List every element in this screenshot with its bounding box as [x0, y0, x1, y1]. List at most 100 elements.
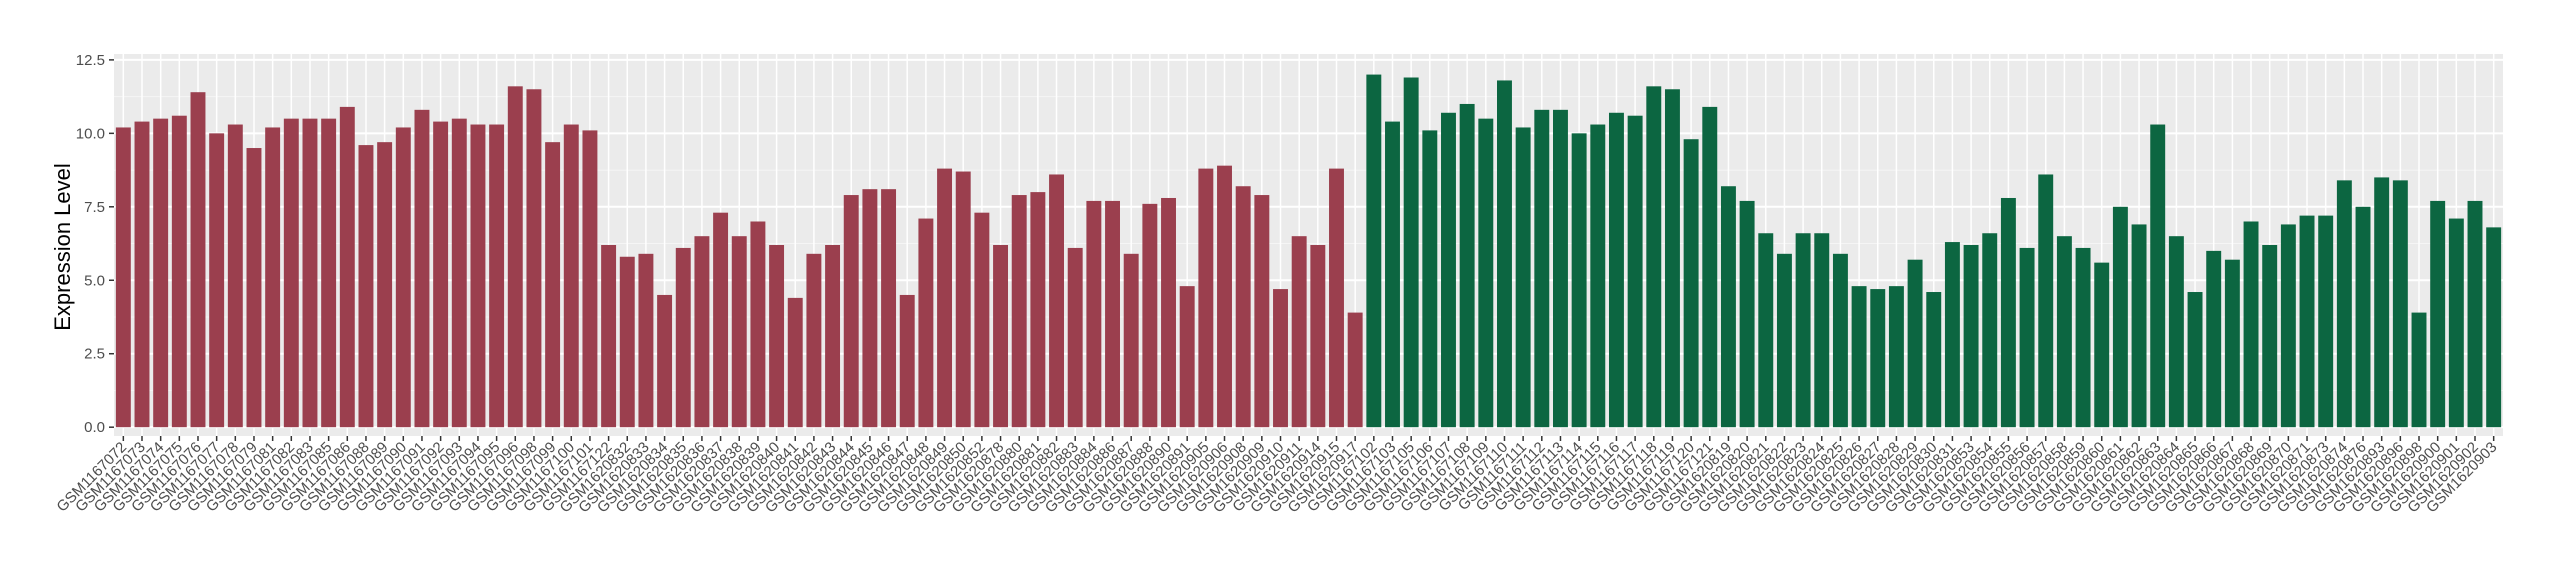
bar	[638, 253, 654, 428]
bar	[1142, 203, 1158, 428]
bar	[2038, 174, 2054, 428]
bar	[2206, 250, 2222, 428]
bar	[134, 121, 150, 428]
bar	[1347, 312, 1363, 428]
bar	[1795, 233, 1811, 428]
bar	[209, 133, 225, 428]
bar	[1179, 286, 1195, 428]
bar	[433, 121, 449, 428]
bar	[675, 247, 691, 428]
bar	[1888, 286, 1904, 428]
bar	[1870, 289, 1886, 428]
bar	[1646, 86, 1662, 428]
bar	[1478, 118, 1494, 428]
bar	[1776, 253, 1792, 428]
bar	[694, 236, 710, 428]
bar	[2299, 215, 2315, 428]
bar	[1086, 200, 1102, 428]
bar	[1739, 200, 1755, 428]
bar	[843, 195, 859, 428]
bar	[2131, 224, 2147, 428]
bar	[918, 218, 934, 428]
bar	[2075, 247, 2091, 428]
bar	[358, 145, 374, 428]
bar	[1515, 127, 1531, 428]
bar	[1534, 109, 1550, 428]
bar	[1627, 115, 1643, 428]
bar	[1552, 109, 1568, 428]
bar	[1329, 168, 1344, 428]
bar	[1123, 253, 1139, 428]
bar	[1198, 168, 1214, 428]
bar	[974, 212, 990, 428]
bar	[1067, 247, 1083, 428]
bar	[1982, 233, 1998, 428]
bar	[1273, 289, 1288, 428]
bar	[2224, 259, 2240, 428]
bar	[2262, 245, 2278, 428]
bar	[283, 118, 299, 428]
bar	[171, 115, 187, 428]
bar	[601, 245, 617, 428]
bar	[1944, 242, 1960, 428]
y-tick-label: 10.0	[76, 125, 105, 142]
bar	[2112, 206, 2128, 428]
y-axis-label: Expression Level	[50, 163, 75, 331]
bar	[1497, 80, 1512, 428]
bar	[1235, 186, 1251, 428]
bar	[451, 118, 467, 428]
bar	[825, 245, 841, 428]
bar	[619, 256, 635, 428]
bar	[1441, 112, 1456, 428]
bar	[993, 245, 1009, 428]
bar	[1422, 130, 1438, 428]
bar	[227, 124, 243, 428]
bar	[955, 171, 971, 428]
bar	[899, 294, 915, 428]
bar	[246, 148, 262, 428]
bar	[787, 297, 803, 428]
bar	[2000, 197, 2016, 428]
bar	[2094, 262, 2110, 428]
bar	[1720, 186, 1736, 428]
bar	[2019, 247, 2035, 428]
bar	[2168, 236, 2184, 428]
bar	[657, 294, 673, 428]
bar	[713, 212, 729, 428]
bar	[265, 127, 281, 428]
bar	[377, 142, 393, 428]
bar	[2486, 227, 2502, 428]
bar	[862, 189, 878, 428]
bar	[1590, 124, 1606, 428]
bar	[1105, 200, 1120, 428]
bar	[1217, 165, 1232, 428]
bar	[1403, 77, 1419, 428]
bar	[1366, 74, 1382, 428]
bar	[1011, 195, 1027, 428]
bar	[414, 109, 430, 428]
bar	[2411, 312, 2427, 428]
bar	[2448, 218, 2464, 428]
bar	[1385, 121, 1400, 428]
bar	[2056, 236, 2072, 428]
bar	[339, 106, 355, 428]
bar	[1758, 233, 1774, 428]
bar	[470, 124, 486, 428]
bar	[1814, 233, 1830, 428]
bar	[1963, 245, 1979, 428]
bar	[1926, 292, 1942, 428]
bar	[507, 86, 523, 428]
bar	[1291, 236, 1307, 428]
bar	[321, 118, 337, 428]
bar	[395, 127, 411, 428]
bar	[1683, 139, 1699, 428]
bar	[2430, 200, 2446, 428]
bar	[545, 142, 561, 428]
bar	[115, 127, 131, 428]
bar	[302, 118, 318, 428]
bar	[881, 189, 897, 428]
bar	[937, 168, 953, 428]
bar	[769, 245, 785, 428]
bar	[153, 118, 169, 428]
bar	[2318, 215, 2334, 428]
